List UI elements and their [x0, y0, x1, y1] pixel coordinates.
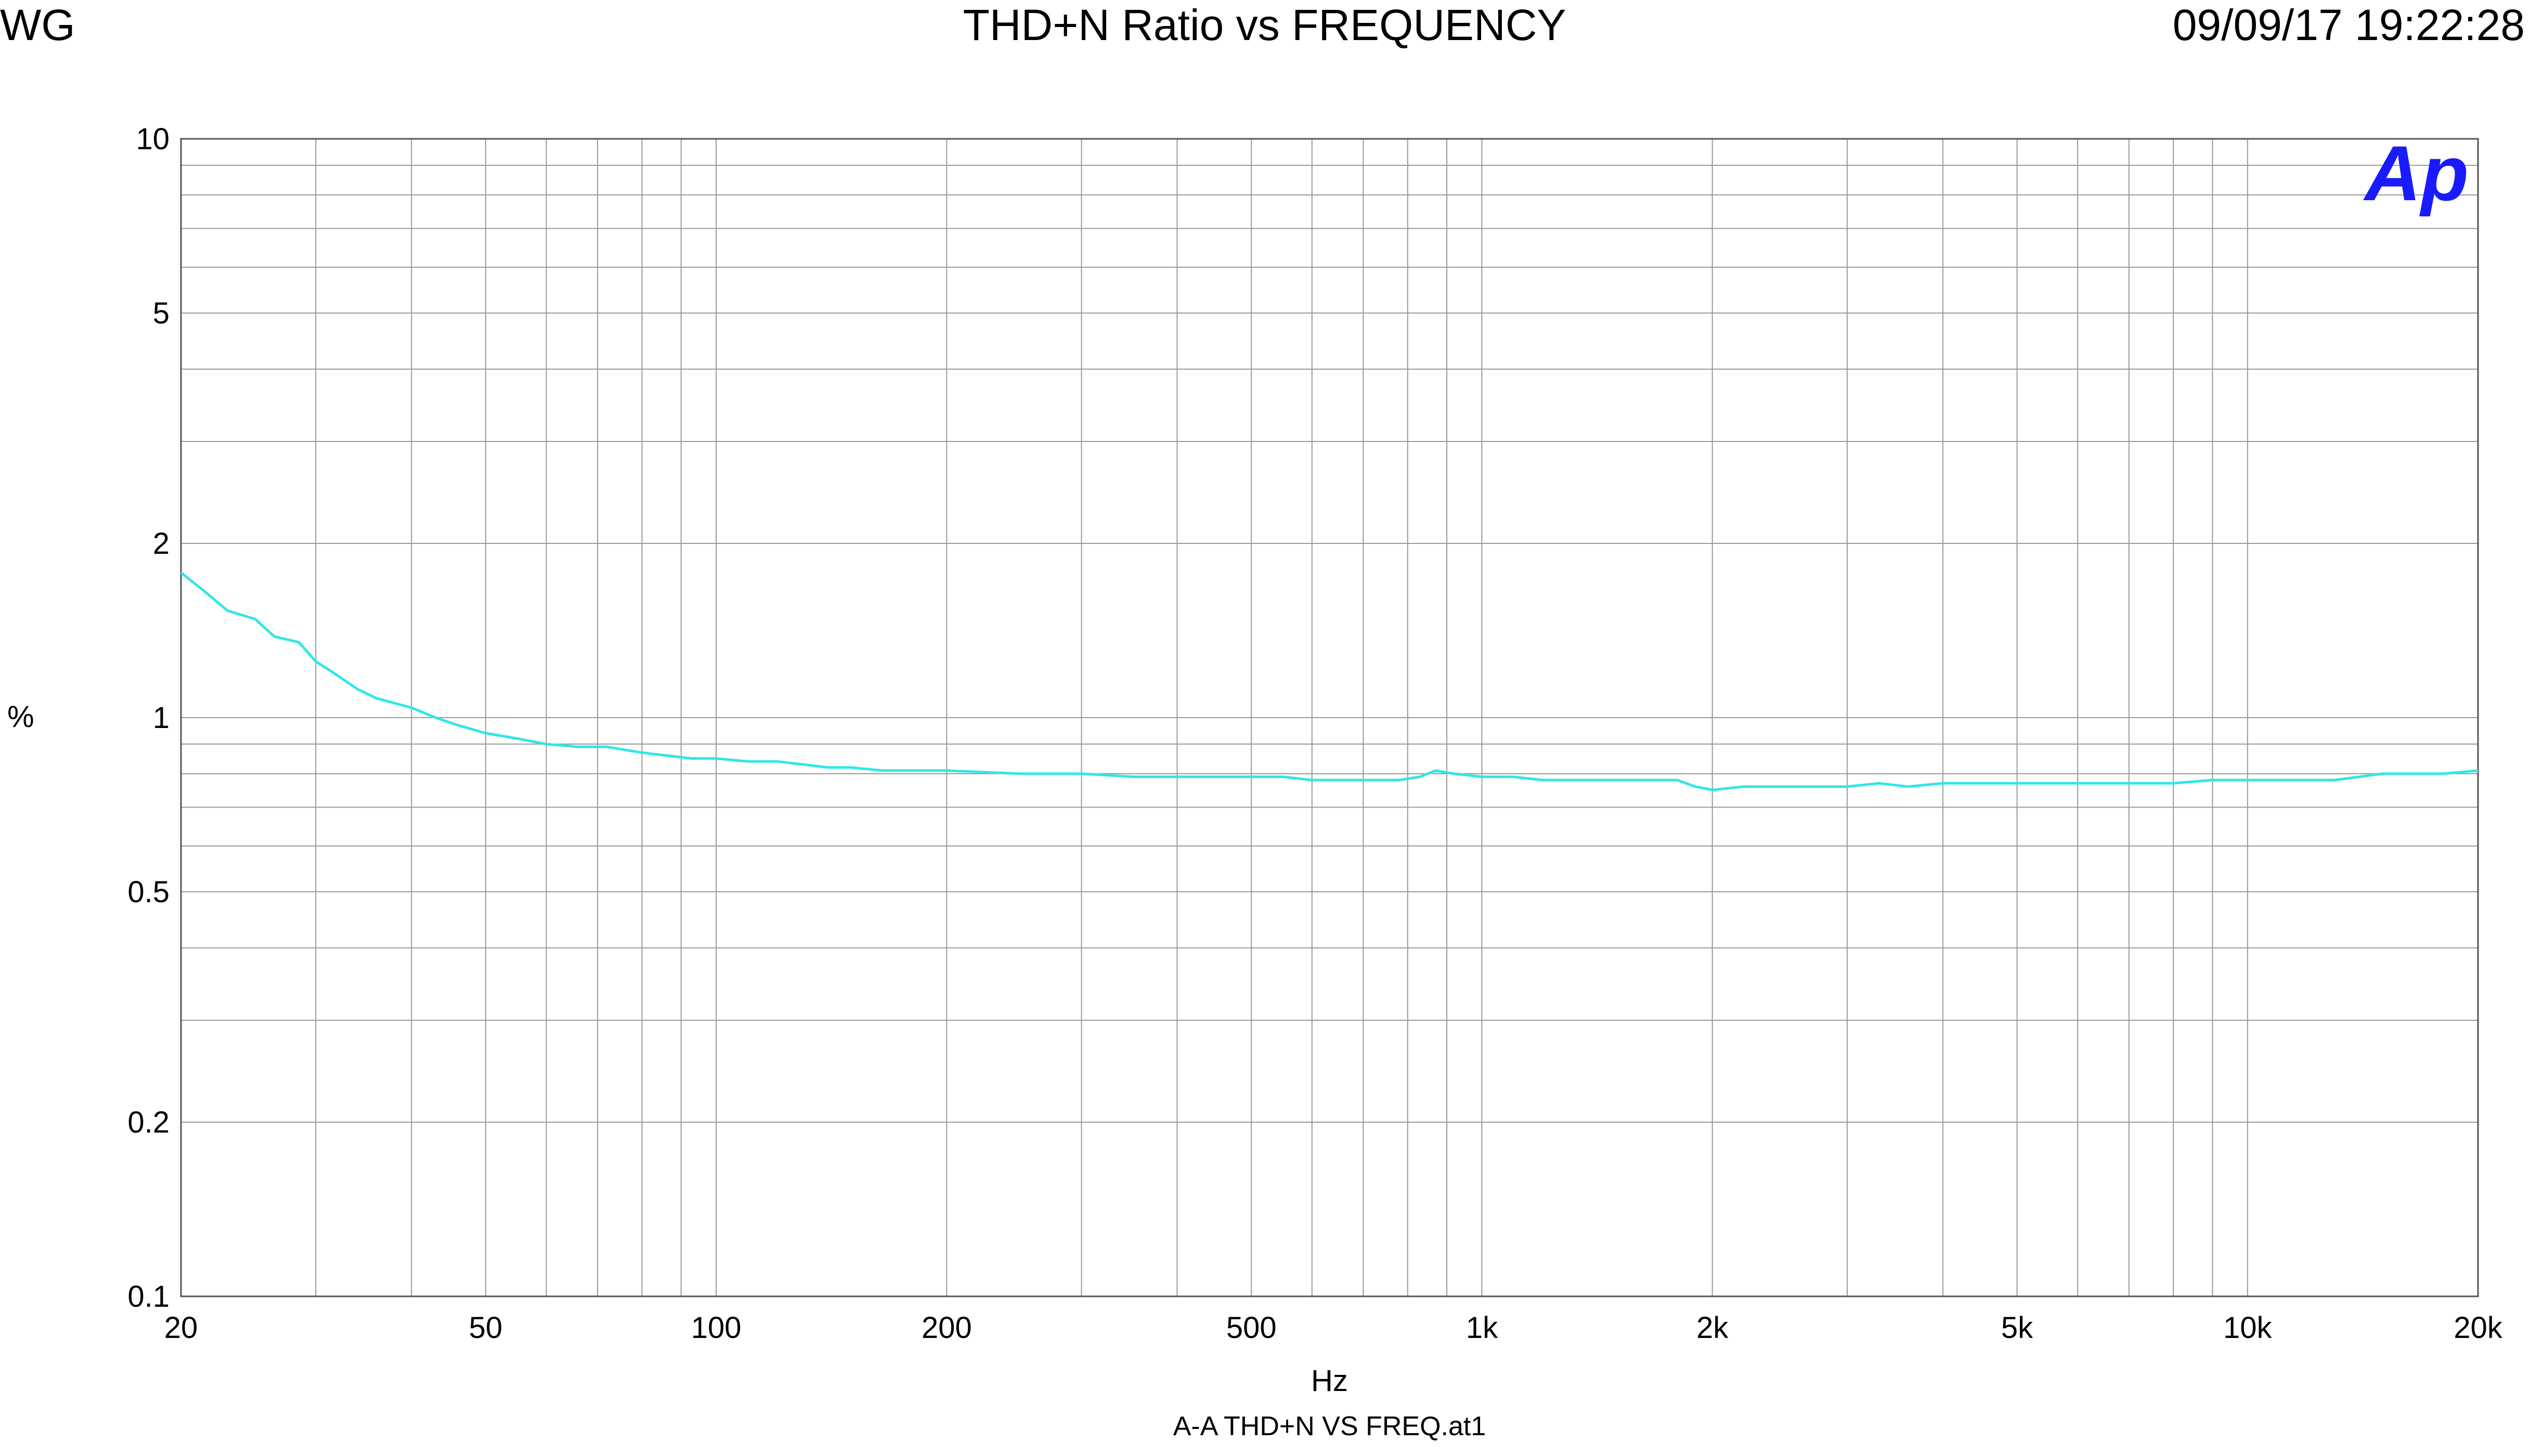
x-tick-label: 200	[922, 1311, 972, 1345]
y-tick-label: 0.1	[127, 1280, 170, 1314]
plot-frame	[180, 138, 2479, 1297]
x-axis-ticks: 20 50 100 200 500 1k 2k 5k 10k 20k	[164, 1311, 2503, 1345]
grid	[180, 138, 2479, 1297]
series-line	[180, 571, 2479, 791]
y-tick-label: 2	[153, 527, 170, 561]
x-tick-label: 1k	[1466, 1311, 1498, 1345]
x-tick-label: 100	[691, 1311, 742, 1345]
chart-title: THD+N Ratio vs FREQUENCY	[963, 1, 1566, 49]
x-axis-label: Hz	[1311, 1364, 1348, 1398]
header-left-label: WG	[0, 1, 75, 49]
x-tick-label: 2k	[1696, 1311, 1729, 1345]
series-layer	[180, 571, 2479, 791]
x-tick-label: 500	[1226, 1311, 1277, 1345]
y-axis-label: %	[7, 700, 34, 734]
y-tick-label: 0.2	[127, 1106, 170, 1139]
y-tick-label: 10	[136, 122, 170, 156]
timestamp: 09/09/17 19:22:28	[2172, 1, 2525, 49]
x-tick-label: 20	[164, 1311, 198, 1345]
x-tick-label: 20k	[2454, 1311, 2503, 1345]
x-tick-label: 50	[469, 1311, 503, 1345]
y-axis-ticks: 0.1 0.2 0.5 1 2 5 10	[127, 122, 170, 1314]
ap-logo: Ap	[2363, 129, 2469, 217]
x-tick-label: 10k	[2223, 1311, 2273, 1345]
y-tick-label: 5	[153, 296, 170, 330]
x-tick-label: 5k	[2001, 1311, 2033, 1345]
y-tick-label: 0.5	[127, 875, 170, 909]
y-tick-label: 1	[153, 701, 170, 735]
footer-filename: A-A THD+N VS FREQ.at1	[1173, 1411, 1486, 1441]
